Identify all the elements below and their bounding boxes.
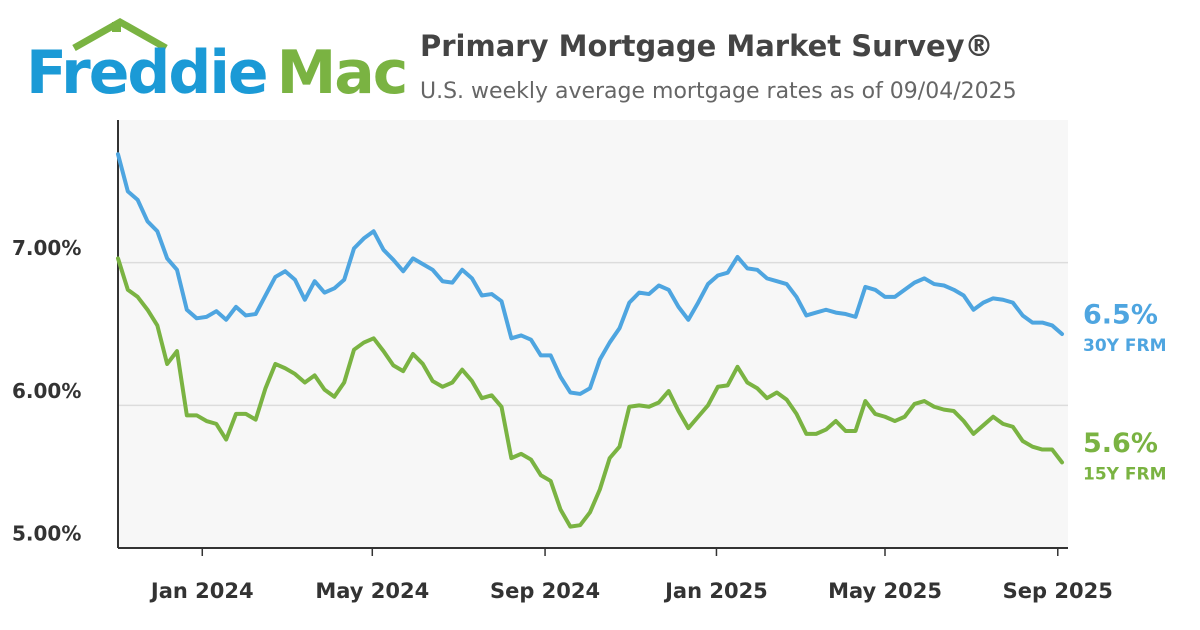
x-tick-label: Sep 2025: [1003, 579, 1113, 603]
logo-second: Mac: [277, 38, 407, 108]
x-tick-label: Sep 2024: [490, 579, 600, 603]
logo: Freddie Mac: [26, 38, 406, 108]
logo-first: Freddie: [26, 38, 267, 108]
plot-background: [118, 120, 1068, 548]
end-label: 6.5%: [1083, 300, 1158, 331]
x-tick-label: May 2024: [315, 579, 429, 603]
legend-label: 30Y FRM: [1083, 336, 1167, 356]
logo-chimney: [112, 22, 121, 32]
chart-subtitle: U.S. weekly average mortgage rates as of…: [420, 79, 1017, 104]
y-tick-label: 5.00%: [12, 522, 81, 546]
y-tick-label: 6.00%: [12, 379, 81, 403]
line-series: [116, 256, 1064, 529]
x-tick-label: Jan 2025: [663, 579, 768, 603]
x-tick-label: May 2025: [828, 579, 942, 603]
chart-title: Primary Mortgage Market Survey®: [420, 29, 994, 63]
y-tick-label: 7.00%: [12, 236, 81, 260]
legend-label: 15Y FRM: [1083, 464, 1167, 484]
line-series: [116, 152, 1064, 396]
x-tick-label: Jan 2024: [149, 579, 254, 603]
end-label: 5.6%: [1083, 428, 1158, 459]
